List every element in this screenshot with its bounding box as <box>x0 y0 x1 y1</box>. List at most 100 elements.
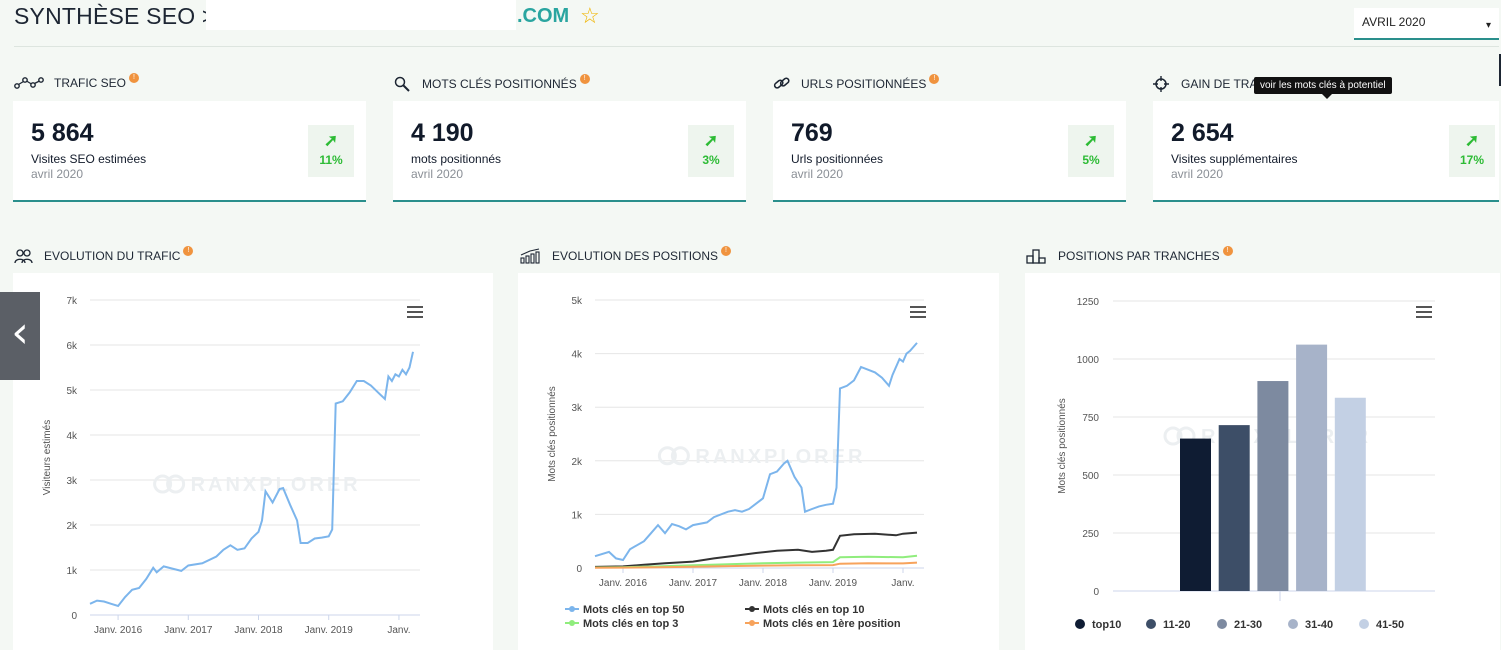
x-tick-label: Janv. 2019 <box>809 578 858 589</box>
section-title: EVOLUTION DES POSITIONS <box>552 249 719 263</box>
kpi-value: 769 <box>791 119 833 147</box>
info-icon[interactable]: ! <box>1222 246 1233 256</box>
info-icon[interactable]: ! <box>929 74 940 84</box>
kpi-value: 2 654 <box>1171 119 1234 147</box>
tranches-chart: 025050075010001250RANXPLORERMots clés po… <box>1057 297 1435 631</box>
users-icon <box>14 249 33 264</box>
legend-marker <box>1146 619 1156 629</box>
chart-menu-icon[interactable] <box>407 306 423 318</box>
y-tick-label: 5k <box>66 386 78 397</box>
kpi-card-urls[interactable]: 769 Urls positionnées avril 2020 ➚ 5% <box>773 101 1126 202</box>
page-title: SYNTHÈSE SEO > <box>14 3 216 29</box>
watermark-logo-icon <box>166 474 186 494</box>
kpi-head-keywords: MOTS CLÉS POSITIONNÉS ! <box>394 74 590 92</box>
trend-badge: ➚ 17% <box>1449 125 1495 177</box>
info-icon[interactable]: ! <box>579 74 590 84</box>
legend-marker <box>749 606 755 612</box>
header-divider <box>14 46 1499 47</box>
kpi-date: avril 2020 <box>1171 167 1224 181</box>
watermark-logo-icon <box>153 474 173 494</box>
carousel-prev-button[interactable]: ‹ <box>0 292 40 380</box>
trend-badge: ➚ 5% <box>1068 125 1114 177</box>
y-tick-label: 4k <box>571 350 583 361</box>
search-icon <box>394 76 410 92</box>
month-select[interactable]: AVRIL 2020 ▾ <box>1354 8 1499 40</box>
section-head-traffic: EVOLUTION DU TRAFIC ! <box>14 246 194 264</box>
info-icon[interactable]: ! <box>721 246 732 256</box>
kpi-title: URLS POSITIONNÉES <box>801 77 927 91</box>
x-tick-label: Janv. 2017 <box>164 625 213 636</box>
trend-percent: 5% <box>1082 153 1100 167</box>
bar <box>1296 344 1328 591</box>
y-tick-label: 4k <box>66 431 78 442</box>
kpi-card-gain[interactable]: 2 654 Visites supplémentaires avril 2020… <box>1153 101 1499 202</box>
favorite-star-icon[interactable]: ☆ <box>580 3 600 28</box>
kpi-label: mots positionnés <box>411 152 502 166</box>
trend-badge: ➚ 3% <box>688 125 734 177</box>
bar <box>1257 381 1289 591</box>
series-line <box>594 531 918 568</box>
domain-suffix: .COM <box>517 5 570 27</box>
kpi-label: Visites SEO estimées <box>31 152 147 166</box>
arrow-up-right-icon: ➚ <box>323 131 339 150</box>
month-select-value: AVRIL 2020 <box>1362 15 1426 29</box>
y-axis-title: Visiteurs estimés <box>42 420 53 495</box>
x-tick-label: Janv. <box>891 578 914 589</box>
kpi-value: 4 190 <box>411 119 474 147</box>
target-icon <box>1153 76 1169 92</box>
legend-marker <box>1359 619 1369 629</box>
x-tick-label: Janv. 2016 <box>599 578 648 589</box>
series-line <box>594 561 918 569</box>
legend-label: Mots clés en 1ère position <box>763 618 901 630</box>
legend-label: Mots clés en top 3 <box>583 618 678 630</box>
bar <box>1334 397 1366 591</box>
y-tick-label: 2k <box>66 521 78 532</box>
section-title: EVOLUTION DU TRAFIC <box>44 249 181 263</box>
legend-marker <box>569 606 575 612</box>
trend-percent: 3% <box>702 153 720 167</box>
watermark-logo-icon <box>1163 426 1183 446</box>
section-head-positions: EVOLUTION DES POSITIONS ! <box>520 246 732 264</box>
section-title: POSITIONS PAR TRANCHES <box>1058 249 1220 263</box>
link-icon <box>773 77 790 89</box>
kpi-card-keywords[interactable]: 4 190 mots positionnés avril 2020 ➚ 3% <box>393 101 746 202</box>
x-tick-label: Janv. 2018 <box>234 625 283 636</box>
kpi-head-traffic: TRAFIC SEO ! <box>14 73 140 90</box>
trend-percent: 11% <box>319 153 343 167</box>
legend-label: Mots clés en top 50 <box>583 604 684 616</box>
kpi-title: MOTS CLÉS POSITIONNÉS <box>422 77 577 91</box>
network-icon <box>14 77 44 89</box>
x-tick-label: Janv. 2016 <box>94 625 143 636</box>
legend-label: top10 <box>1092 619 1121 631</box>
arrow-up-right-icon: ➚ <box>1083 131 1099 150</box>
kpi-card-traffic[interactable]: 5 864 Visites SEO estimées avril 2020 ➚ … <box>13 101 366 202</box>
kpi-label: Visites supplémentaires <box>1171 152 1298 166</box>
legend-marker <box>569 620 575 626</box>
chart-card-positions: 0 1k 2k 3k 4k 5k RANXPLORER Janv. 2016 Janv. 201… <box>518 273 999 650</box>
scroll-edge <box>1499 54 1501 86</box>
positions-chart: 0 1k 2k 3k 4k 5k RANXPLORER Janv. 2016 Janv. 201… <box>547 296 924 630</box>
arrow-up-right-icon: ➚ <box>703 131 719 150</box>
y-tick-label: 6k <box>66 341 78 352</box>
legend-label: Mots clés en top 10 <box>763 604 864 616</box>
series-line <box>89 351 414 608</box>
chart-menu-icon[interactable] <box>1416 306 1432 318</box>
y-tick-label: 1000 <box>1077 355 1100 366</box>
kpi-head-gain: GAIN DE TRA <box>1153 76 1257 92</box>
x-tick-label: Janv. 2017 <box>669 578 718 589</box>
y-tick-label: 3k <box>571 403 583 414</box>
chart-menu-icon[interactable] <box>910 306 926 318</box>
kpi-label: Urls positionnées <box>791 152 884 166</box>
kpi-date: avril 2020 <box>31 167 84 181</box>
info-icon[interactable]: ! <box>129 73 140 83</box>
trend-badge: ➚ 11% <box>308 125 354 177</box>
kpi-date: avril 2020 <box>791 167 844 181</box>
y-tick-label: 750 <box>1082 413 1099 424</box>
kpi-value: 5 864 <box>31 119 94 147</box>
info-icon[interactable]: ! <box>183 246 194 256</box>
legend-label: 41-50 <box>1376 619 1404 631</box>
series-line <box>594 342 918 562</box>
redacted-domain <box>206 0 516 30</box>
kpi-head-urls: URLS POSITIONNÉES ! <box>773 74 940 92</box>
y-tick-label: 1250 <box>1077 297 1100 308</box>
